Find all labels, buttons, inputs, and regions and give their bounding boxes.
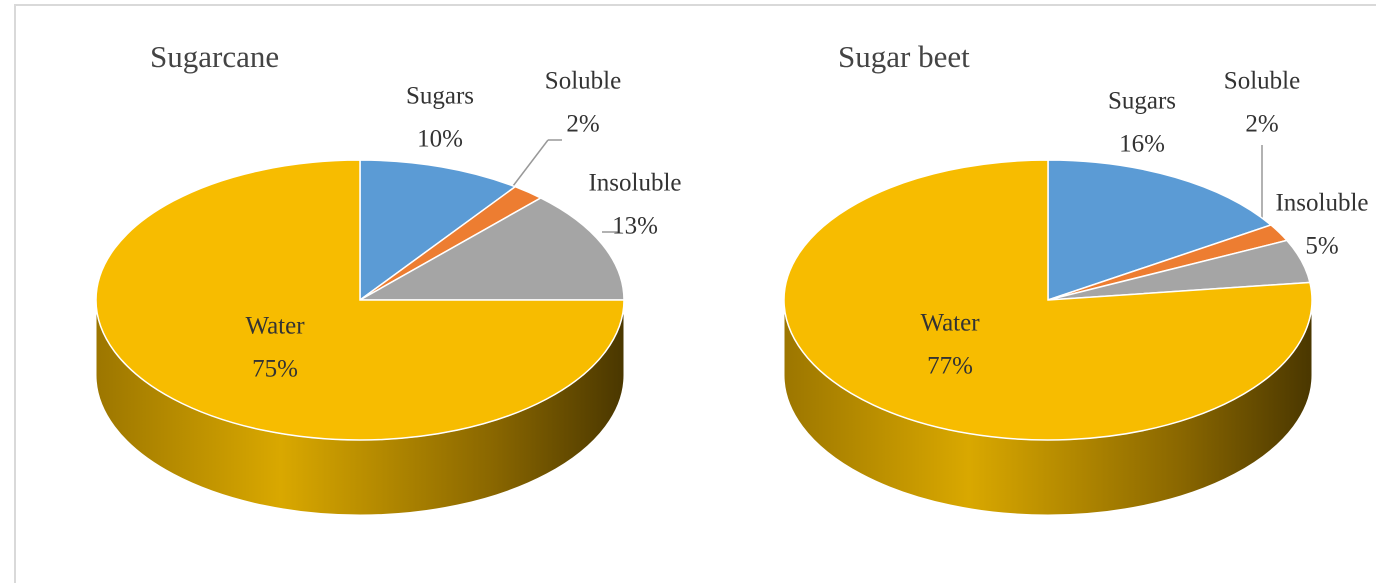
slice-label: Water: [245, 313, 305, 340]
pie-slice: [783, 159, 1313, 441]
pie-slice: [95, 159, 625, 441]
leader-line: [509, 139, 549, 191]
slice-label: Insoluble: [588, 170, 681, 197]
slice-label: Sugars: [406, 83, 474, 110]
slice-label: Soluble: [545, 68, 621, 95]
pie-slice: [1047, 159, 1273, 302]
slice-label: Soluble: [1224, 68, 1300, 95]
slice-value-label: 10%: [417, 126, 463, 153]
slice-label: Insoluble: [1275, 190, 1368, 217]
chart-title: Sugar beet: [838, 39, 970, 74]
slice-value-label: 5%: [1305, 233, 1338, 260]
slice-value-label: 75%: [252, 356, 298, 383]
slice-value-label: 2%: [1245, 111, 1278, 138]
slice-value-label: 13%: [612, 213, 658, 240]
chart-title: Sugarcane: [150, 39, 279, 74]
slice-value-label: 77%: [927, 353, 973, 380]
pie-slice: [357, 197, 625, 301]
slice-label: Water: [920, 310, 980, 337]
pie-slice: [359, 159, 517, 302]
slice-value-label: 2%: [566, 111, 599, 138]
slice-value-label: 16%: [1119, 131, 1165, 158]
slice-label: Sugars: [1108, 88, 1176, 115]
